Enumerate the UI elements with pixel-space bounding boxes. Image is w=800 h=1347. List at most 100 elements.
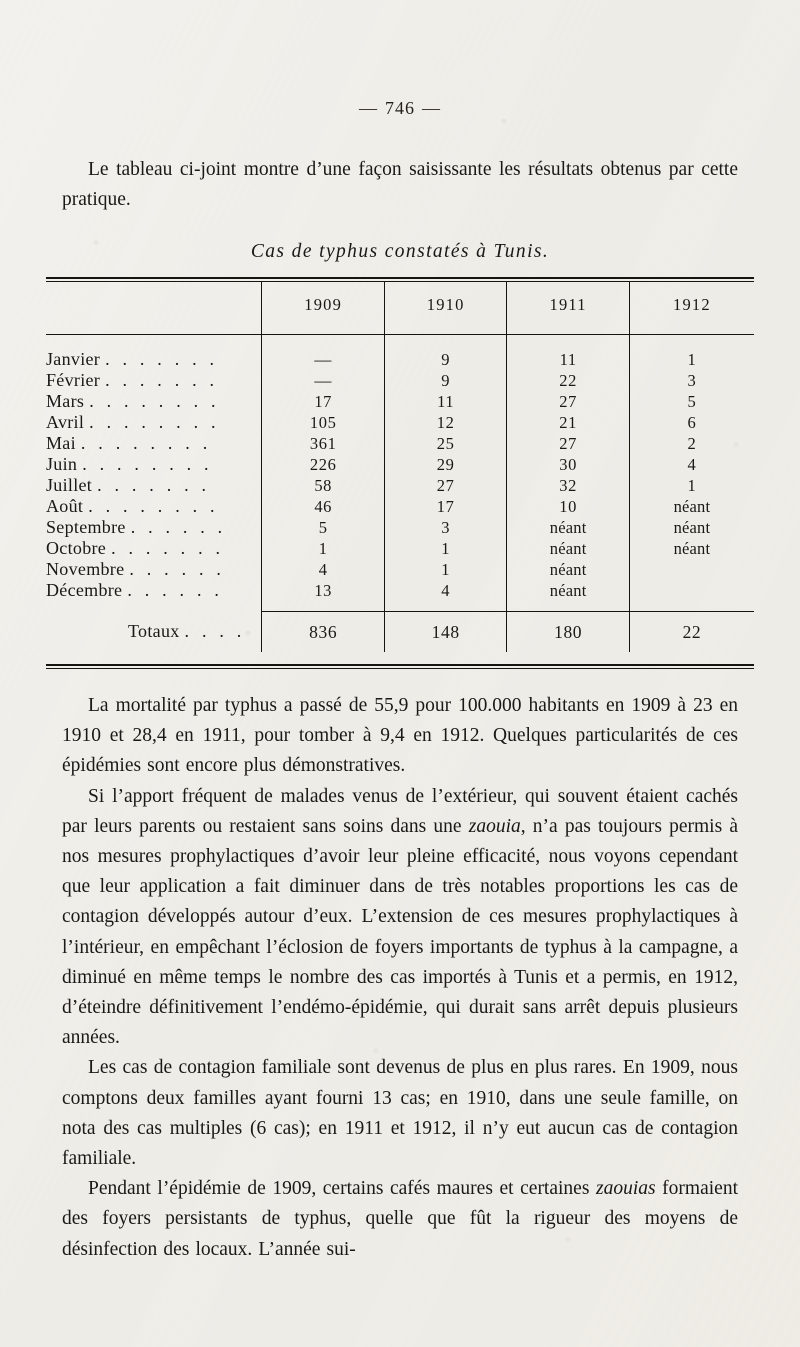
cell-1912: 2 bbox=[628, 433, 754, 454]
leader-dots: . . . . . . . bbox=[97, 475, 211, 495]
italic-term: zaouia bbox=[468, 815, 521, 837]
cell-1912: néant bbox=[628, 517, 754, 538]
table-header-row: 1909 1910 1911 1912 bbox=[46, 282, 754, 332]
intro-paragraph: Le tableau ci-joint montre d’une façon s… bbox=[62, 155, 738, 215]
column-header-1910: 1910 bbox=[383, 282, 507, 332]
table-caption: Cas de typhus constatés à Tunis. bbox=[250, 241, 550, 262]
cell-1912: 4 bbox=[628, 454, 754, 475]
row-label-aout: Août. . . . . . . . bbox=[46, 496, 262, 517]
cell-1912: néant bbox=[628, 538, 754, 559]
cell-1909: 58 bbox=[261, 475, 385, 496]
paragraph-cafes-maures: Pendant l’épidémie de 1909, certains caf… bbox=[62, 1178, 738, 1260]
totals-row: Totaux. . . . 836 148 180 22 bbox=[46, 611, 754, 652]
cell-1912: 6 bbox=[628, 412, 754, 433]
leader-dots: . . . . . . bbox=[127, 580, 224, 600]
row-label-septembre: Septembre. . . . . . bbox=[46, 517, 262, 538]
cell-1909: 17 bbox=[261, 391, 385, 412]
gap-1909 bbox=[261, 601, 385, 609]
paragraph-mortality: La mortalité par typhus a passé de 55,9 … bbox=[62, 695, 738, 777]
leader-dots: . . . . . . . bbox=[105, 349, 219, 369]
folio-dash-right: — bbox=[422, 98, 441, 118]
cell-1912 bbox=[628, 580, 754, 601]
paragraph-contagion-familiale: Les cas de contagion familiale sont deve… bbox=[62, 1057, 738, 1170]
typhus-cases-table: 1909 1910 1911 1912 bbox=[46, 282, 754, 652]
cell-1912: 1 bbox=[628, 349, 754, 370]
gap-month bbox=[46, 335, 262, 350]
leader-dots: . . . . . . . . bbox=[80, 433, 212, 453]
cell-1909: — bbox=[261, 370, 385, 391]
leader-dots: . . . . . . bbox=[130, 517, 227, 537]
cell-1911: néant bbox=[506, 559, 630, 580]
cell-1910: 9 bbox=[383, 349, 507, 370]
cell-1910: 11 bbox=[383, 391, 507, 412]
gap-1909 bbox=[261, 334, 385, 349]
table-body: Janvier. . . . . . . — 9 11 1 Février. .… bbox=[46, 349, 754, 652]
gap-1912 bbox=[628, 334, 754, 349]
table-row: Mai. . . . . . . . 361 25 27 2 bbox=[46, 433, 754, 454]
header-gap-row bbox=[46, 334, 754, 350]
table-row: Juillet. . . . . . . 58 27 32 1 bbox=[46, 475, 754, 496]
cell-1911: 27 bbox=[506, 391, 630, 412]
cell-1912: néant bbox=[628, 496, 754, 517]
cell-1910: 12 bbox=[383, 412, 507, 433]
total-1910: 148 bbox=[383, 611, 507, 652]
leader-dots: . . . . . . . . bbox=[82, 454, 213, 474]
total-1911: 180 bbox=[506, 611, 630, 652]
row-label-octobre: Octobre. . . . . . . bbox=[46, 538, 262, 559]
table-row: Octobre. . . . . . . 1 1 néant néant bbox=[46, 538, 754, 559]
cell-1909: 5 bbox=[261, 517, 385, 538]
body-prose: La mortalité par typhus a passé de 55,9 … bbox=[62, 691, 738, 1265]
intro-text: Le tableau ci-joint montre d’une façon s… bbox=[62, 159, 738, 210]
row-label-mai: Mai. . . . . . . . bbox=[46, 433, 262, 454]
gap-1911 bbox=[506, 334, 630, 349]
row-label-novembre: Novembre. . . . . . bbox=[46, 559, 262, 580]
column-header-1909: 1909 bbox=[261, 282, 385, 332]
table-bottom-space bbox=[46, 652, 754, 664]
totals-leader-dots: . . . . bbox=[184, 621, 246, 642]
cell-1910: 29 bbox=[383, 454, 507, 475]
gap-1910 bbox=[383, 601, 507, 609]
cell-1911: néant bbox=[506, 538, 630, 559]
table-row: Février. . . . . . . — 9 22 3 bbox=[46, 370, 754, 391]
table-row: Août. . . . . . . . 46 17 10 néant bbox=[46, 496, 754, 517]
month-name: Février bbox=[46, 370, 101, 390]
leader-dots: . . . . . . . . bbox=[88, 496, 219, 516]
gap-1911 bbox=[506, 601, 630, 609]
table-row: Avril. . . . . . . . 105 12 21 6 bbox=[46, 412, 754, 433]
month-name: Avril bbox=[46, 412, 85, 432]
pre-totals-gap-row bbox=[46, 601, 754, 609]
cell-1911: néant bbox=[506, 580, 630, 601]
italic-term: zaouias bbox=[596, 1178, 656, 1200]
row-label-janvier: Janvier. . . . . . . bbox=[46, 349, 262, 370]
table-row: Mars. . . . . . . . 17 11 27 5 bbox=[46, 391, 754, 412]
month-name: Mars bbox=[46, 391, 85, 411]
table-row: Juin. . . . . . . . 226 29 30 4 bbox=[46, 454, 754, 475]
cell-1911: néant bbox=[506, 517, 630, 538]
cell-1912 bbox=[628, 559, 754, 580]
cell-1910: 4 bbox=[383, 580, 507, 601]
cell-1909: — bbox=[261, 349, 385, 370]
leader-dots: . . . . . . . bbox=[111, 538, 225, 558]
month-name: Novembre bbox=[46, 559, 125, 579]
typhus-table-wrapper: 1909 1910 1911 1912 bbox=[46, 277, 754, 669]
cell-1911: 10 bbox=[506, 496, 630, 517]
table-row: Septembre. . . . . . 5 3 néant néant bbox=[46, 517, 754, 538]
cell-1909: 13 bbox=[261, 580, 385, 601]
row-label-fevrier: Février. . . . . . . bbox=[46, 370, 262, 391]
row-label-mars: Mars. . . . . . . . bbox=[46, 391, 262, 412]
cell-1912: 1 bbox=[628, 475, 754, 496]
month-name: Janvier bbox=[46, 349, 101, 369]
cell-1911: 21 bbox=[506, 412, 630, 433]
table-head: 1909 1910 1911 1912 bbox=[46, 282, 754, 349]
total-1912: 22 bbox=[628, 611, 754, 652]
row-label-juillet: Juillet. . . . . . . bbox=[46, 475, 262, 496]
cell-1912: 3 bbox=[628, 370, 754, 391]
row-label-decembre: Décembre. . . . . . bbox=[46, 580, 262, 601]
cell-1911: 11 bbox=[506, 349, 630, 370]
leader-dots: . . . . . . . bbox=[105, 370, 219, 390]
gap-month bbox=[46, 601, 262, 609]
cell-1910: 17 bbox=[383, 496, 507, 517]
cell-1910: 25 bbox=[383, 433, 507, 454]
cell-1909: 1 bbox=[261, 538, 385, 559]
